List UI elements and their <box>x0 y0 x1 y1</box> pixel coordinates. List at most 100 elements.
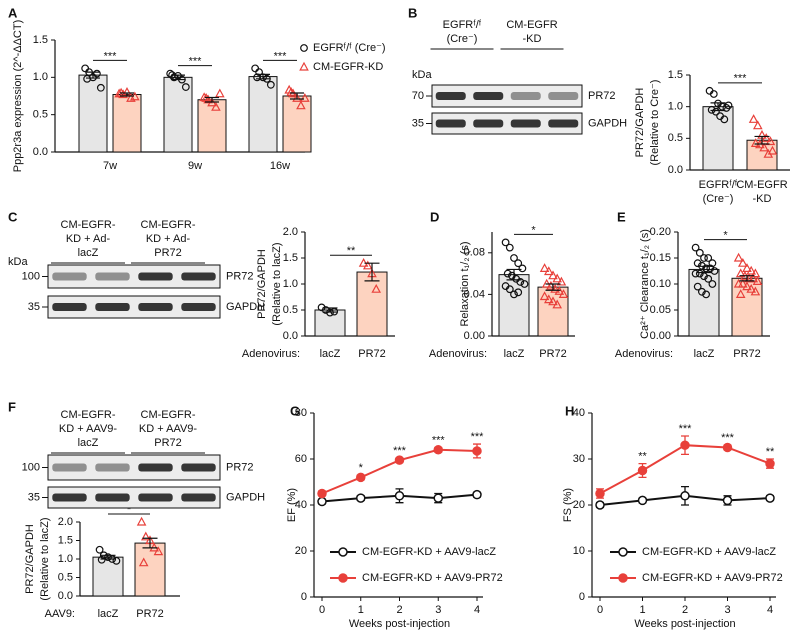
data-point <box>720 115 729 124</box>
y-axis-label: PR72/GAPDH <box>256 249 268 319</box>
data-point <box>181 83 190 91</box>
x-tick-label: 9w <box>188 160 202 172</box>
data-point <box>514 259 523 268</box>
data-point <box>93 69 101 78</box>
data-point <box>136 516 147 526</box>
bar <box>702 106 734 171</box>
y-tick-label: 80 <box>295 407 307 419</box>
band-label: PR72 <box>226 461 254 473</box>
panel-letter: D <box>430 209 439 224</box>
data-point <box>552 299 563 309</box>
bar <box>78 74 108 153</box>
data-point <box>548 296 558 306</box>
significance-label: *** <box>274 50 288 62</box>
error-bar <box>710 102 726 112</box>
x-tick-label: 2 <box>396 604 402 616</box>
data-point <box>140 531 151 541</box>
data-point <box>702 290 710 299</box>
bar <box>314 309 346 337</box>
y-axis-label: (Relative to Cre⁻) <box>649 80 661 166</box>
data-point <box>735 268 746 278</box>
error-bar <box>739 275 755 282</box>
y-axis-label: PR72/GAPDH <box>634 88 646 158</box>
data-point <box>765 458 775 469</box>
blot-band <box>473 119 504 128</box>
bar <box>197 99 227 153</box>
significance-label: *** <box>393 445 407 457</box>
y-tick-label: 10 <box>573 545 585 557</box>
blot-band <box>435 92 466 100</box>
marker-label: 35 <box>28 301 40 313</box>
x-tick-label: lacZ <box>504 348 525 360</box>
data-point <box>118 89 128 99</box>
data-point <box>765 136 776 146</box>
data-point <box>292 92 302 102</box>
x-tick-label: lacZ <box>98 608 119 620</box>
y-axis-label: (Relative to lacZ) <box>39 517 51 600</box>
data-point <box>255 68 263 77</box>
data-point <box>742 281 752 291</box>
significance-label: *** <box>734 73 748 85</box>
data-point <box>112 556 121 565</box>
y-tick-label: 0.0 <box>668 164 683 176</box>
data-point <box>317 496 327 507</box>
error-bar <box>100 554 116 560</box>
error-bar <box>256 73 270 80</box>
blot-band <box>52 463 87 472</box>
error-bar <box>142 537 158 549</box>
data-point <box>695 248 704 257</box>
lane-label: KD + AAV9- <box>59 423 118 435</box>
x-tick-label: 0 <box>319 604 325 616</box>
y-tick-label: 2.0 <box>58 516 73 528</box>
x-prefix-label: Adenovirus: <box>242 348 300 360</box>
legend-label: EGFRᶠ/ᶠ (Cre⁻) <box>313 42 386 54</box>
error-bar <box>290 92 304 100</box>
marker-label: 70 <box>412 90 424 102</box>
data-point <box>637 465 648 476</box>
data-point <box>362 260 373 270</box>
y-tick-label: 0.15 <box>650 252 671 264</box>
blot-band <box>181 463 216 472</box>
bar <box>282 95 312 153</box>
legend-marker <box>338 547 348 557</box>
error-bar <box>506 268 522 281</box>
band-label: GAPDH <box>588 117 627 129</box>
x-tick-label: 2 <box>682 604 688 616</box>
data-point <box>693 282 702 291</box>
bar <box>112 94 142 153</box>
significance-label: ** <box>347 245 356 257</box>
data-point <box>680 440 690 450</box>
lane-label: CM-EGFR- <box>61 219 116 231</box>
data-point <box>472 489 482 500</box>
x-tick-label: 4 <box>474 604 480 616</box>
y-tick-label: 0.0 <box>283 330 298 342</box>
y-tick-label: 0.5 <box>58 571 73 583</box>
data-point <box>710 267 719 275</box>
y-tick-label: 1.0 <box>58 553 73 565</box>
x-tick-label: PR72 <box>733 348 761 360</box>
data-point <box>203 94 213 104</box>
data-point <box>752 120 763 130</box>
band-label: GAPDH <box>226 491 265 503</box>
marker-label: 35 <box>412 117 424 129</box>
marker-label: 100 <box>22 461 40 473</box>
data-point <box>317 488 327 499</box>
data-point <box>556 276 567 286</box>
legend-marker <box>338 573 348 583</box>
data-point <box>695 269 704 278</box>
x-tick-label: lacZ <box>694 348 715 360</box>
data-point <box>433 445 443 455</box>
data-point <box>81 64 90 73</box>
x-tick-label: 1 <box>639 604 645 616</box>
data-point <box>706 264 715 273</box>
data-point <box>170 73 178 82</box>
blot-band <box>52 493 87 502</box>
lane-label: lacZ <box>78 247 99 259</box>
y-tick-label: 60 <box>295 453 307 465</box>
x-prefix-label: Adenovirus: <box>615 348 673 360</box>
lane-label: KD + Ad- <box>66 233 111 245</box>
data-point <box>724 101 733 110</box>
x-tick-label: 4 <box>767 604 773 616</box>
y-tick-label: 0.05 <box>650 304 671 316</box>
